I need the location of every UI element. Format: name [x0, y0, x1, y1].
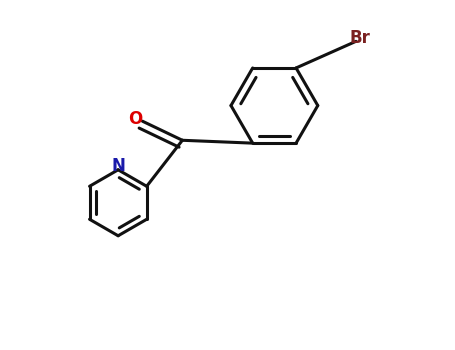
Text: O: O: [128, 111, 142, 128]
Text: Br: Br: [349, 29, 370, 47]
Text: N: N: [111, 156, 125, 175]
